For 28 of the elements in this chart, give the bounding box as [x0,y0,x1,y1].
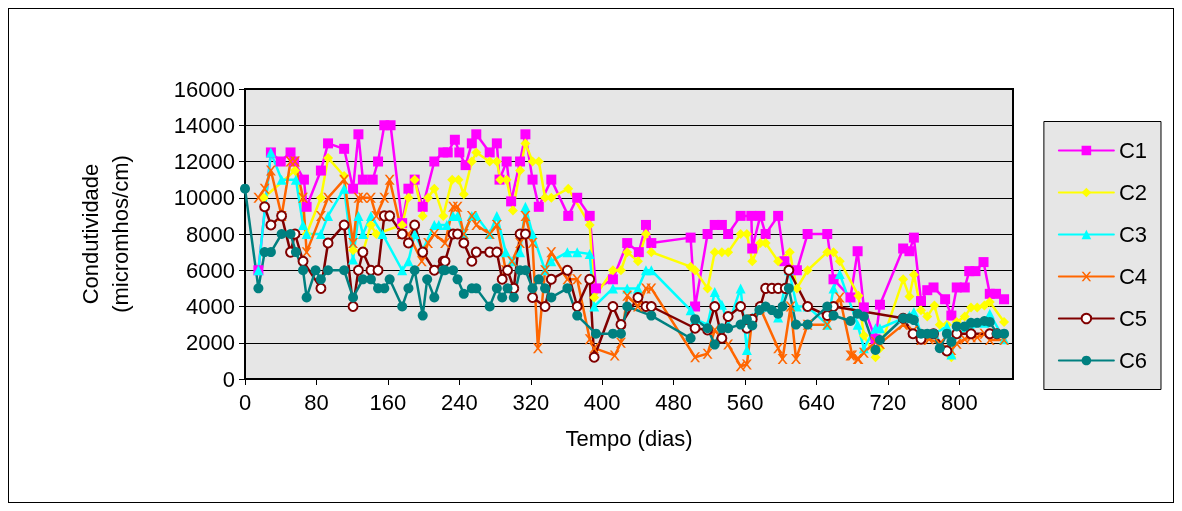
y-tick-label: 12000 [173,149,235,174]
legend-label: C6 [1118,348,1147,373]
legend-label: C2 [1118,180,1147,205]
x-tick-label: 480 [655,389,693,415]
y-tick-label: 16000 [173,76,235,102]
x-tick-label: 320 [512,389,550,415]
x-tick-label: 800 [941,389,978,415]
legend-label: C1 [1118,138,1147,163]
x-tick-label: 640 [798,389,835,415]
y-tick-label: 4000 [186,294,235,319]
x-tick-label: 0 [238,389,252,415]
y-tick-label: 6000 [186,257,235,283]
y-tick-label: 8000 [186,221,235,247]
y-tick-label: 0 [222,366,235,392]
y-axis-title: Condutividade (micromhos/cm) [77,155,133,313]
x-tick-label: 240 [440,389,478,415]
x-axis-title: Tempo (dias) [565,425,693,451]
legend-label: C3 [1118,222,1147,247]
legend-label: C5 [1118,306,1147,331]
y-tick-label: 10000 [173,185,235,211]
x-tick-label: 560 [726,389,764,415]
legend-label: C4 [1118,264,1147,289]
x-tick-label: 160 [369,389,407,415]
y-tick-label: 2000 [186,330,235,356]
x-tick-label: 400 [583,389,621,415]
x-tick-label: 720 [869,389,907,415]
y-tick-label: 14000 [173,112,235,138]
x-tick-label: 80 [304,389,329,415]
